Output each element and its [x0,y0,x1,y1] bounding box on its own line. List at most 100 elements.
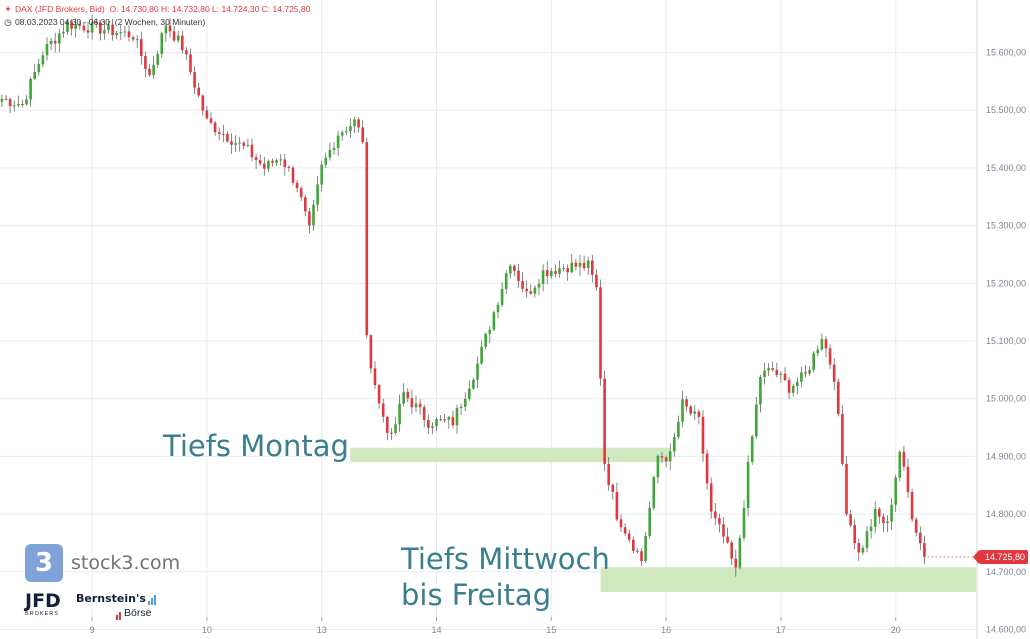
candle-body [660,456,664,458]
annotation-tiefs-mittwoch: Tiefs Mittwoch [401,542,610,576]
candle-body [910,492,914,520]
candle-body [796,381,799,386]
candle-body [537,283,541,288]
candle-body [865,531,869,548]
candle-body [837,381,840,415]
y-tick-label: 14.600,00 [986,625,1026,635]
y-tick-label: 15.500,00 [986,105,1026,115]
candle-body [53,40,57,44]
interval-label: (2 Wochen, 30 Minuten) [114,17,206,27]
candle-body [308,211,311,226]
candle-body [500,289,504,305]
candle-body [656,456,660,478]
candle-body [291,167,295,183]
candle-body [591,260,594,275]
candle-body [578,262,582,267]
candle-body [906,466,910,493]
candle-body [201,95,205,111]
candle-body [463,398,467,407]
candle-body [205,110,209,119]
candle-body [361,127,364,143]
candle-body [447,417,451,420]
candle-body [570,262,574,273]
candle-body [619,519,623,528]
candle-body [17,104,20,106]
candle-body [730,542,733,559]
candle-body [103,30,106,34]
candle-body [328,149,332,158]
x-tick-label: 20 [891,625,901,635]
candle-body [636,550,639,552]
candle-body [230,141,233,145]
candle-body [783,373,787,381]
candle-body [369,335,373,369]
candle-body [431,426,434,428]
candle-body [386,416,389,433]
candle-body [111,24,114,36]
candle-body [468,388,471,399]
boerse-logo-text: Börse [124,607,152,619]
candle-body [271,160,274,163]
jfd-logo-text: JFD [25,590,61,612]
candle-body [353,119,356,127]
candle-body [861,547,865,553]
time-axis: 9 10 13 14 15 16 17 20 [90,617,901,635]
y-tick-label: 15.000,00 [986,394,1026,404]
candle-body [472,379,475,389]
candle-body [554,271,557,274]
candle-body [705,453,709,484]
candle-body [857,543,861,553]
candle-body [685,399,688,407]
candle-body [697,411,701,417]
candle-body [115,32,118,36]
candle-body [4,98,8,100]
annotation-tiefs-montag: Tiefs Montag [163,429,349,463]
candle-body [746,461,750,508]
candle-body [267,160,270,169]
candle-body [919,532,922,544]
x-tick-label: 16 [661,625,671,635]
candle-body [525,288,528,292]
support-zones [350,447,976,592]
candle-body [279,159,282,161]
candle-body [734,558,738,568]
candle-body [652,477,656,508]
candles [0,14,976,577]
candle-body [750,436,754,462]
x-tick-label: 15 [546,625,556,635]
candle-body [90,21,94,33]
y-tick-label: 14.900,00 [986,451,1026,461]
candle-body [873,508,877,527]
symbol-label[interactable]: DAX (JFD Brokers, Bid) [15,4,105,14]
candle-body [287,166,291,168]
candle-body [62,31,65,34]
candle-body [562,268,565,270]
x-tick-label: 9 [90,625,95,635]
candle-body [681,399,684,422]
candle-body [738,537,742,568]
x-tick-label: 17 [776,625,786,635]
candle-body [632,539,635,551]
candle-body [845,463,848,515]
candle-body [193,72,196,88]
candle-body [828,348,832,365]
candle-body [172,31,176,41]
jfd-logo: JFD BROKERS [25,591,61,618]
ohlc-readout: O: 14.730,80 H: 14.732,80 L: 14.724,30 C… [109,4,311,14]
candle-body [197,87,200,96]
candle-body [217,132,221,134]
support-zone [350,447,671,463]
candle-body [586,260,590,269]
candle-body [332,148,336,150]
candle-body [37,64,41,73]
candle-body [816,349,820,354]
x-tick-label: 14 [431,625,441,635]
candle-body [832,364,836,382]
candle-body [131,37,135,40]
candle-body [422,407,426,420]
candle-body [185,50,188,55]
candle-body [160,33,164,55]
candle-body [238,142,241,144]
candle-body [140,39,143,57]
support-zone [600,567,976,592]
